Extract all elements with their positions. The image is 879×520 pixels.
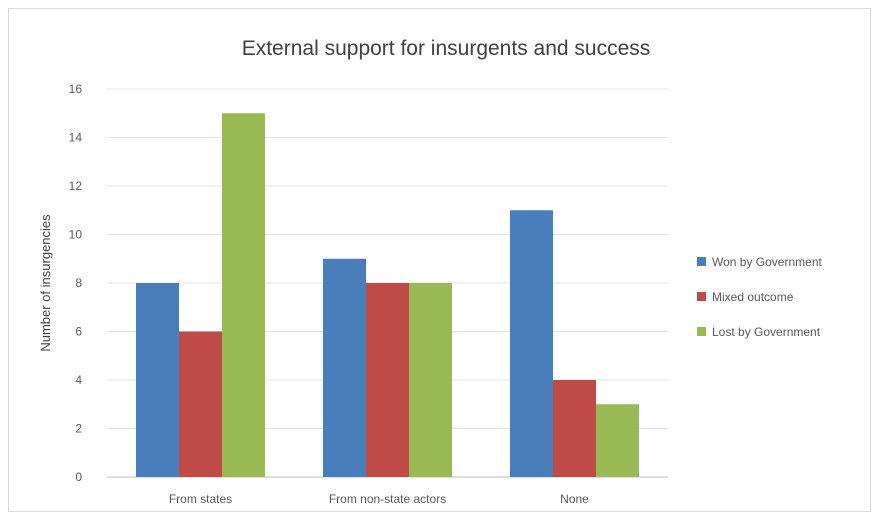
y-tick-label: 16 <box>69 82 83 96</box>
bar <box>323 258 366 477</box>
legend-label: Lost by Government <box>712 325 821 339</box>
x-tick-labels: From states From non-state actors None <box>169 492 589 506</box>
bar <box>179 331 222 477</box>
legend-swatch <box>697 327 706 336</box>
y-tick-label: 14 <box>69 131 83 145</box>
legend: Won by Government Mixed outcome Lost by Go… <box>697 255 822 339</box>
x-tick-label: None <box>560 492 589 506</box>
y-tick-label: 2 <box>75 422 82 436</box>
legend-swatch <box>697 292 706 301</box>
bar <box>553 380 596 477</box>
bar <box>596 404 639 477</box>
y-tick-labels: 0 2 4 6 8 10 12 14 16 <box>69 82 83 484</box>
bar <box>510 210 553 477</box>
legend-swatch <box>697 257 706 266</box>
y-tick-label: 10 <box>69 228 83 242</box>
bar <box>222 113 265 477</box>
legend-label: Mixed outcome <box>712 290 794 304</box>
y-tick-label: 12 <box>69 179 83 193</box>
y-tick-label: 6 <box>75 325 82 339</box>
legend-label: Won by Government <box>712 255 822 269</box>
chart-title: External support for insurgents and succ… <box>242 37 651 60</box>
y-tick-label: 4 <box>75 373 82 387</box>
bar <box>409 283 452 477</box>
y-tick-label: 8 <box>75 276 82 290</box>
bar <box>136 283 179 477</box>
bars <box>136 113 639 477</box>
x-tick-label: From non-state actors <box>329 492 446 506</box>
bar <box>366 283 409 477</box>
x-tick-label: From states <box>169 492 232 506</box>
y-axis-label: Number of insurgencies <box>38 214 53 352</box>
y-tick-label: 0 <box>75 470 82 484</box>
